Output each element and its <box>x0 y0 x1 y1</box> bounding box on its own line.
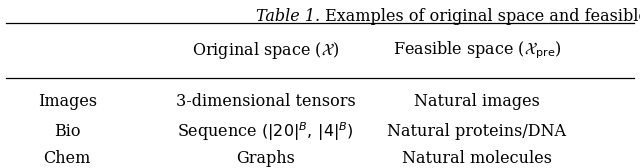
Text: Chem: Chem <box>44 150 91 167</box>
Text: Images: Images <box>38 93 97 110</box>
Text: 3-dimensional tensors: 3-dimensional tensors <box>176 93 355 110</box>
Text: Natural images: Natural images <box>414 93 540 110</box>
Text: Bio: Bio <box>54 123 81 140</box>
Text: Original space ($\mathcal{X}$): Original space ($\mathcal{X}$) <box>192 40 339 61</box>
Text: Table 1.: Table 1. <box>256 8 320 25</box>
Text: Feasible space ($\mathcal{X}_{\mathrm{pre}}$): Feasible space ($\mathcal{X}_{\mathrm{pr… <box>392 40 561 61</box>
Text: Examples of original space and feasible space.: Examples of original space and feasible … <box>320 8 640 25</box>
Text: Natural proteins/DNA: Natural proteins/DNA <box>387 123 566 140</box>
Text: Sequence $(|20|^{B},\,|4|^{B})$: Sequence $(|20|^{B},\,|4|^{B})$ <box>177 120 354 143</box>
Text: Natural molecules: Natural molecules <box>402 150 552 167</box>
Text: Graphs: Graphs <box>236 150 295 167</box>
